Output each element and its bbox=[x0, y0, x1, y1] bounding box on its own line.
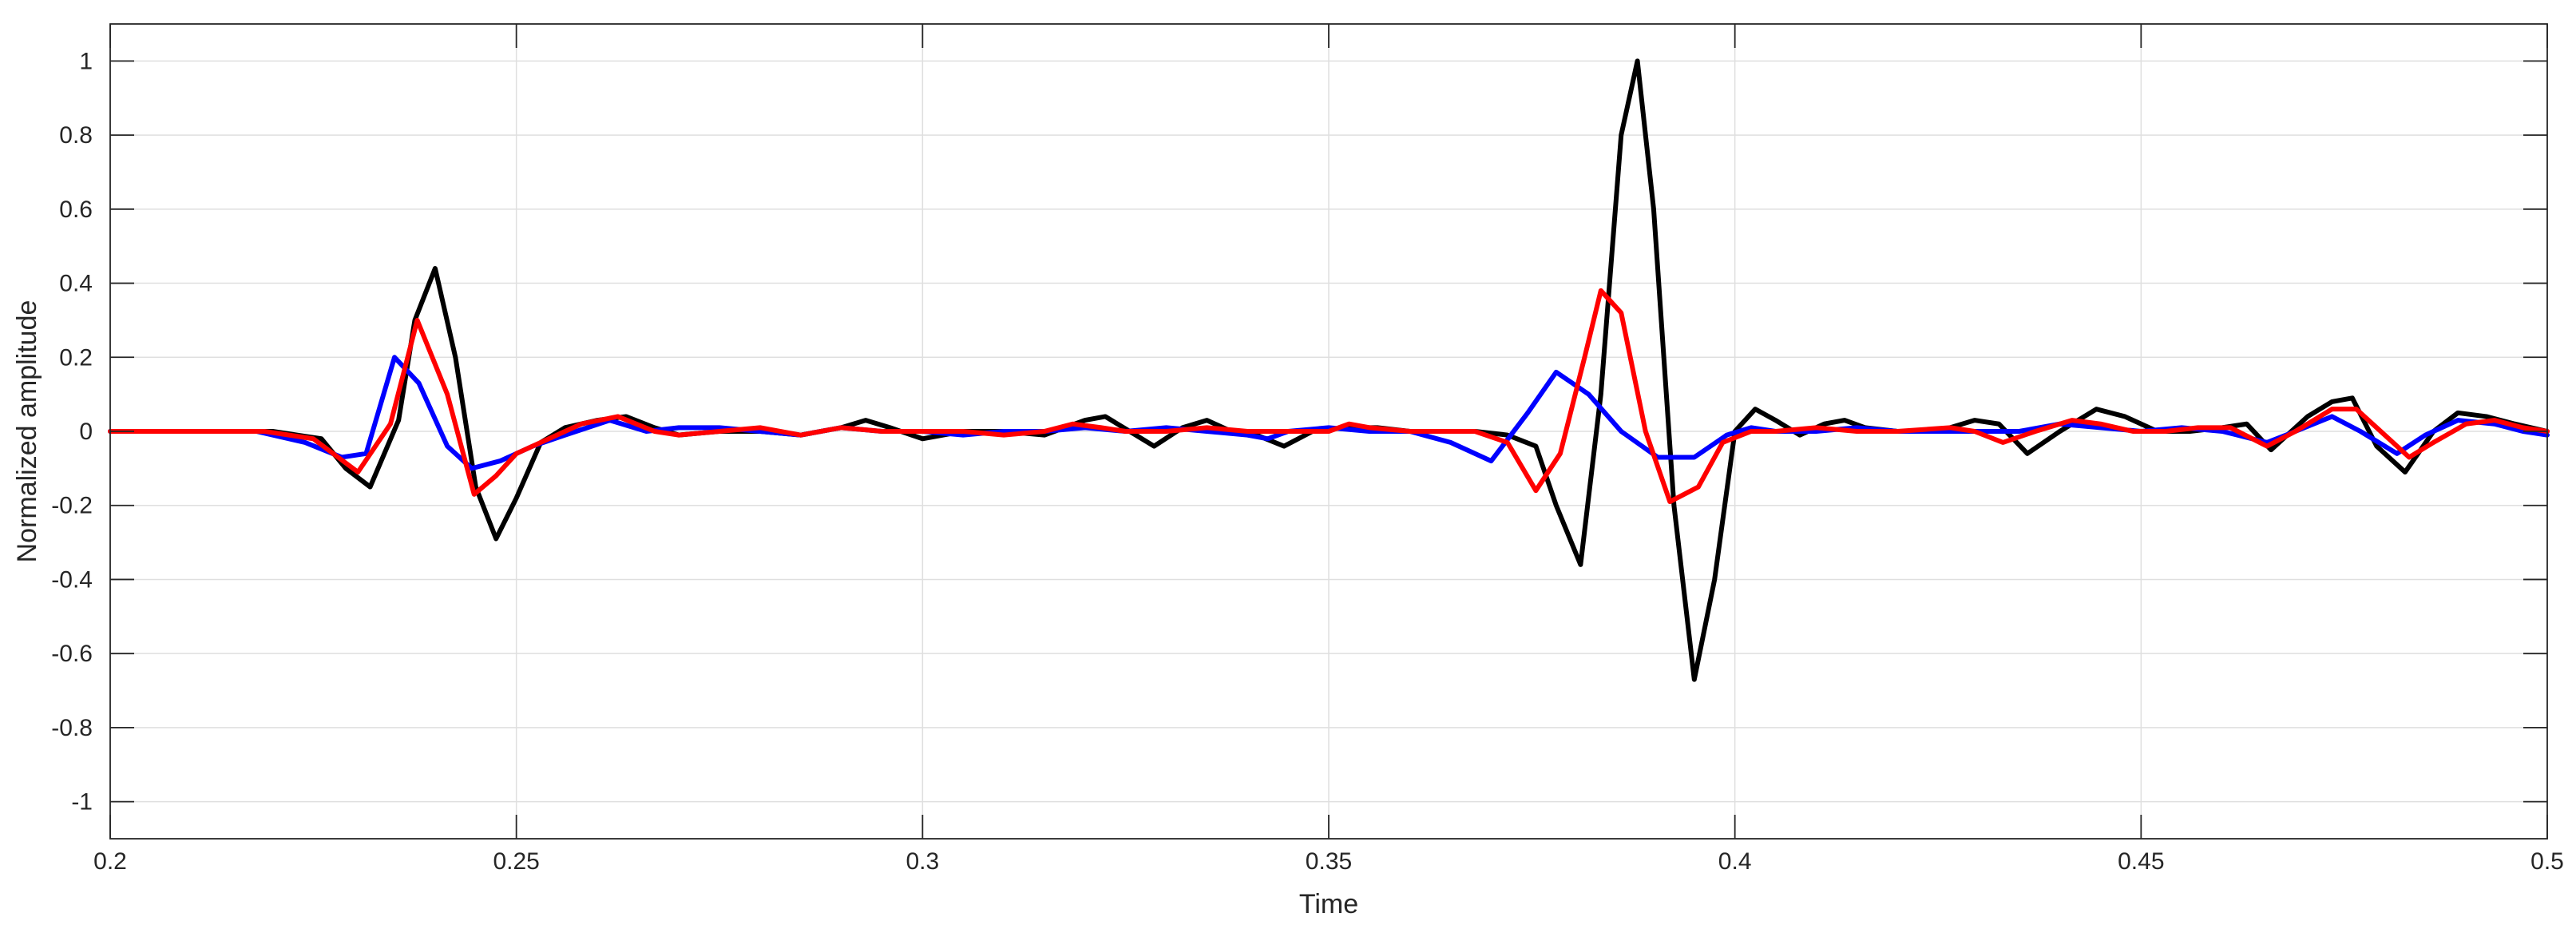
x-tick-label: 0.4 bbox=[1718, 848, 1752, 875]
x-tick-label: 0.25 bbox=[493, 848, 539, 875]
y-tick-label: -0.2 bbox=[51, 493, 93, 519]
y-tick-label: 0.4 bbox=[59, 271, 93, 297]
y-tick-label: 1 bbox=[79, 48, 93, 74]
x-tick-label: 0.3 bbox=[906, 848, 939, 875]
y-tick-label: -0.6 bbox=[51, 641, 93, 667]
axes: 0.2 0.25 0.3 0.35 0.4 0.45 0.5 -1 -0.8 -0.6 -0.4 -0… bbox=[51, 23, 2564, 875]
x-tick-label: 0.2 bbox=[93, 848, 127, 875]
x-tick-label: 0.45 bbox=[2118, 848, 2164, 875]
series-line-3 bbox=[108, 288, 2550, 505]
y-tick-label: 0.8 bbox=[59, 122, 93, 149]
x-tick-label: 0.5 bbox=[2530, 848, 2564, 875]
y-tick-label: -0.4 bbox=[51, 566, 93, 593]
y-tick-label: 0.6 bbox=[59, 197, 93, 223]
data-series bbox=[108, 58, 2550, 682]
x-axis-title: Time bbox=[1299, 889, 1358, 919]
y-tick-label: 0.2 bbox=[59, 344, 93, 371]
y-tick-label: 0 bbox=[79, 419, 93, 445]
x-tick-label: 0.35 bbox=[1306, 848, 1352, 875]
y-tick-label: -1 bbox=[71, 789, 93, 816]
y-tick-label: -0.8 bbox=[51, 715, 93, 741]
y-axis-title: Normalized amplitude bbox=[12, 300, 42, 563]
